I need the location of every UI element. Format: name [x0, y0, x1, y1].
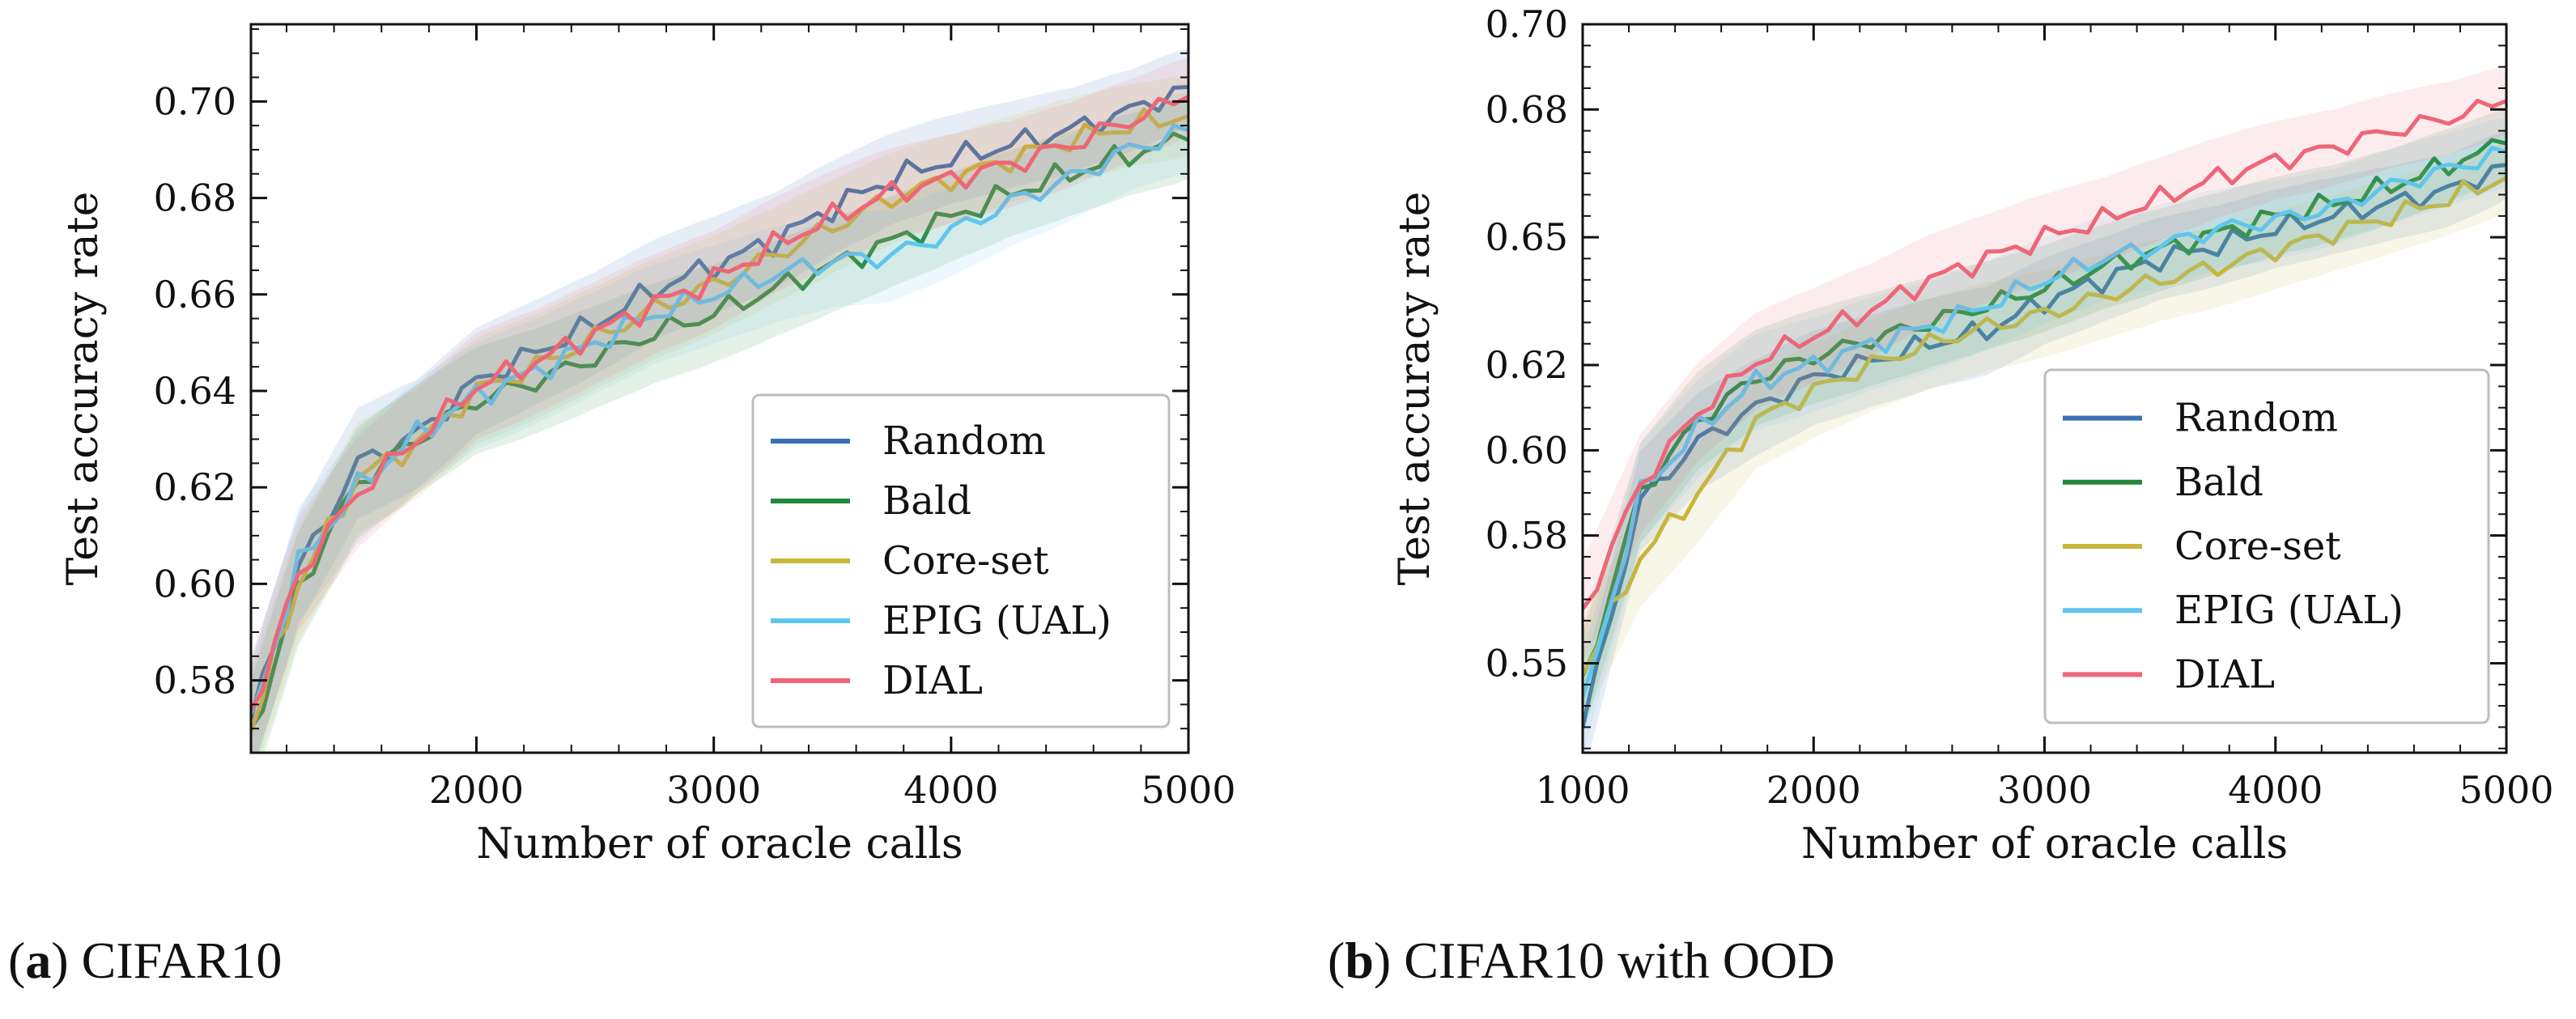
x-tick-label: 5000	[1141, 768, 1235, 812]
legend-box	[751, 393, 1171, 728]
y-tick-label: 0.55	[1486, 641, 1568, 685]
band-epig-ual	[251, 91, 1188, 753]
legend-label-bald: Bald	[2174, 460, 2264, 505]
x-tick-label: 3000	[1997, 768, 2092, 812]
series-line-core-set	[251, 107, 1188, 732]
legend-label-random: Random	[882, 418, 1046, 464]
y-tick-label: 0.60	[1486, 428, 1568, 472]
chart-panel-a: 2000 3000 4000 5000 0.58 0.60 0.62 0.64 0.66 0.68…	[59, 23, 1236, 868]
x-tick-label: 4000	[903, 768, 998, 812]
y-tick-label: 0.68	[154, 176, 236, 220]
legend-label-dial: DIAL	[2174, 652, 2275, 697]
y-tick-label: 0.66	[154, 273, 236, 316]
caption-b-letter: b	[1345, 932, 1374, 989]
plot-area	[1583, 66, 2506, 753]
y-tick-label: 0.62	[1486, 343, 1568, 387]
legend-label-dial: DIAL	[882, 658, 983, 703]
band-epig-ual	[1583, 117, 2506, 753]
chart-panel-b: 1000 2000 3000 4000 5000 0.55 0.58 0.60 0.62 0.65…	[1391, 2, 2554, 868]
y-tick-label: 0.65	[1486, 215, 1568, 259]
y-tick-label: 0.58	[1486, 514, 1568, 558]
legend-label-core-set: Core-set	[882, 538, 1049, 584]
legend-label-epig-ual: EPIG (UAL)	[882, 598, 1112, 643]
x-axis-label: Number of oracle calls	[476, 820, 963, 868]
axes-frame	[249, 23, 1190, 754]
band-core-set	[1583, 143, 2506, 724]
x-tick-label: 2000	[1766, 768, 1861, 812]
band-random	[251, 48, 1188, 753]
series-line-core-set	[1583, 176, 2506, 676]
legend: Random Bald Core-set EPIG (UAL) DIAL	[751, 393, 1171, 728]
y-tick-label: 0.60	[154, 562, 236, 605]
legend-label-core-set: Core-set	[2174, 524, 2341, 569]
y-tick-label: 0.70	[154, 79, 236, 123]
caption-a-letter: a	[25, 932, 52, 989]
series-line-dial	[251, 95, 1188, 711]
series-line-dial	[1583, 98, 2506, 610]
x-tick-label: 1000	[1535, 768, 1630, 812]
y-tick-label: 0.68	[1486, 87, 1568, 131]
y-tick-label: 0.64	[154, 369, 236, 413]
caption-a: (a) CIFAR10	[8, 932, 283, 989]
x-tick-label: 4000	[2228, 768, 2323, 812]
series-line-epig-ual	[1583, 146, 2506, 698]
legend: Random Bald Core-set EPIG (UAL) DIAL	[2043, 368, 2490, 724]
plot-area	[251, 48, 1188, 753]
y-axis-label: Test accuracy rate	[1391, 192, 1439, 586]
y-tick-label: 0.62	[154, 465, 236, 509]
y-tick-label: 0.58	[154, 659, 236, 703]
x-tick-label: 3000	[666, 768, 761, 812]
series-line-bald	[251, 131, 1188, 729]
caption-b: (b) CIFAR10 with OOD	[1328, 932, 1835, 989]
x-tick-label: 5000	[2459, 768, 2553, 812]
legend-label-epig-ual: EPIG (UAL)	[2174, 588, 2404, 633]
series-line-random	[1583, 163, 2506, 728]
legend-box	[2043, 368, 2490, 724]
y-axis-label: Test accuracy rate	[59, 192, 108, 586]
x-axis-label: Number of oracle calls	[1801, 820, 2288, 868]
y-tick-label: 0.70	[1486, 2, 1568, 46]
legend-label-random: Random	[2174, 396, 2338, 441]
x-tick-label: 2000	[429, 768, 524, 812]
caption-b-text: CIFAR10 with OOD	[1404, 932, 1835, 989]
caption-a-text: CIFAR10	[81, 932, 283, 989]
legend-label-bald: Bald	[882, 478, 971, 524]
band-bald	[1583, 109, 2506, 736]
band-random	[1583, 130, 2506, 753]
